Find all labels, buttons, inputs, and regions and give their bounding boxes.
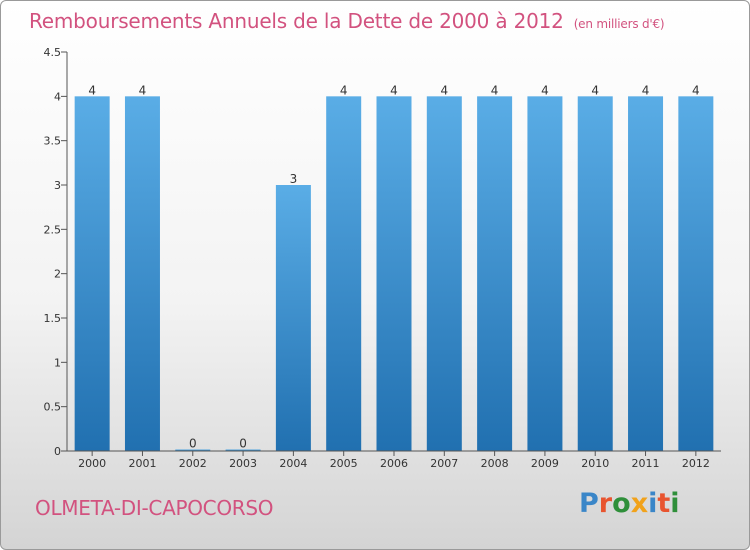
x-tick-label-2012: 2012 xyxy=(682,457,710,470)
x-tick-label-2010: 2010 xyxy=(581,457,609,470)
y-tick-label: 0 xyxy=(54,445,61,458)
x-tick-label-2007: 2007 xyxy=(430,457,458,470)
bar-2001 xyxy=(124,96,160,451)
data-label-2007: 4 xyxy=(440,83,448,97)
logo-letter: i xyxy=(670,488,680,519)
data-label-2002: 0 xyxy=(189,437,197,451)
logo-letter: P xyxy=(579,488,599,519)
x-tick-label-2006: 2006 xyxy=(380,457,408,470)
data-label-2012: 4 xyxy=(692,83,700,97)
chart-title: Remboursements Annuels de la Dette de 20… xyxy=(29,9,665,33)
x-tick-label-2008: 2008 xyxy=(481,457,509,470)
y-tick-label: 1 xyxy=(54,356,61,369)
x-axis: 2000 2001 2002 2003 2004 2005 2006 2007 2008 2009… xyxy=(67,450,721,470)
bar-2004 xyxy=(275,185,311,451)
y-tick-label: 4.5 xyxy=(44,46,62,59)
bar-2006 xyxy=(376,96,412,451)
y-tick-label: 2.5 xyxy=(44,223,62,236)
bar-2011 xyxy=(628,96,664,451)
data-label-2000: 4 xyxy=(88,83,96,97)
data-label-2001: 4 xyxy=(139,83,147,97)
y-tick-label: 3 xyxy=(54,179,61,192)
data-label-2005: 4 xyxy=(340,83,348,97)
data-label-2004: 3 xyxy=(290,172,298,186)
y-tick-label: 2 xyxy=(54,268,61,281)
bar-2000 xyxy=(74,96,110,451)
bar-2003 xyxy=(225,449,261,451)
chart-unit: (en milliers d'€) xyxy=(573,17,665,31)
y-axis: 0 0.5 1 1.5 2 2.5 3 3.5 4 4.5 xyxy=(44,46,68,458)
x-tick-label-2000: 2000 xyxy=(78,457,106,470)
data-label-2008: 4 xyxy=(491,83,499,97)
data-label-2011: 4 xyxy=(642,83,650,97)
chart-title-text: Remboursements Annuels de la Dette de 20… xyxy=(29,9,564,33)
commune-name: OLMETA-DI-CAPOCORSO xyxy=(35,496,274,520)
y-tick-label: 0.5 xyxy=(44,401,62,414)
logo-letter: r xyxy=(598,488,613,519)
logo-letter: t xyxy=(657,488,671,519)
logo-letter: x xyxy=(630,488,649,519)
bar-2010 xyxy=(577,96,613,451)
bar-series: 4 4 0 0 3 4 4 4 4 4 4 4 4 xyxy=(74,83,714,451)
x-tick-label-2001: 2001 xyxy=(128,457,156,470)
bar-2012 xyxy=(678,96,714,451)
bar-2005 xyxy=(326,96,362,451)
x-tick-label-2011: 2011 xyxy=(632,457,660,470)
data-label-2006: 4 xyxy=(390,83,398,97)
logo-letter: i xyxy=(648,488,658,519)
y-tick-label: 4 xyxy=(54,90,61,103)
bar-2007 xyxy=(426,96,462,451)
y-tick-label: 1.5 xyxy=(44,312,62,325)
x-tick-label-2002: 2002 xyxy=(179,457,207,470)
x-tick-label-2009: 2009 xyxy=(531,457,559,470)
data-label-2003: 0 xyxy=(239,437,247,451)
y-tick-label: 3.5 xyxy=(44,135,62,148)
x-tick-label-2003: 2003 xyxy=(229,457,257,470)
x-tick-label-2005: 2005 xyxy=(330,457,358,470)
logo-letter: o xyxy=(612,488,631,519)
data-label-2010: 4 xyxy=(591,83,599,97)
bar-2009 xyxy=(527,96,563,451)
proxiti-logo[interactable]: Proxiti xyxy=(579,488,695,524)
data-label-2009: 4 xyxy=(541,83,549,97)
bar-2002 xyxy=(175,449,211,451)
x-tick-label-2004: 2004 xyxy=(279,457,307,470)
bar-2008 xyxy=(477,96,513,451)
